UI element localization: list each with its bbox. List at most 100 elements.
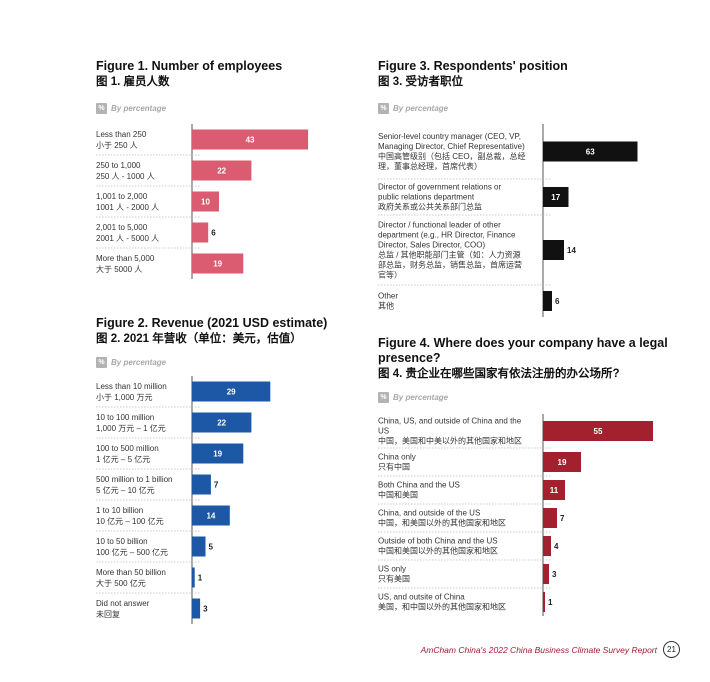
fig2-category-label-0-0: Less than 10 million — [96, 382, 167, 391]
fig2-category-label-0-1: 小于 1,000 万元 — [96, 393, 152, 402]
figure-4-svg: China, US, and outside of China and theU… — [378, 414, 653, 616]
figure-2: Figure 2. Revenue (2021 USD estimate) 图 … — [96, 316, 327, 347]
fig1-category-label-3-0: 2,001 to 5,000 — [96, 223, 148, 232]
fig2-value-label-1: 22 — [217, 419, 226, 428]
fig1-bar-1 — [192, 160, 252, 181]
fig2-category-label-4-0: 1 to 10 billion — [96, 506, 143, 515]
fig4-category-label-2-1: 中国和美国 — [378, 490, 418, 500]
fig2-category-label-3-1: 5 亿元 – 10 亿元 — [96, 485, 155, 495]
fig2-bar-6 — [192, 567, 195, 588]
fig4-category-label-6-0: US, and outsite of China — [378, 593, 465, 602]
fig3-category-label-2-3: 总监 / 其他职能部门主管（如：人力资源 — [378, 250, 521, 260]
fig4-category-label-3-1: 中国，和美国以外的其他国家和地区 — [378, 518, 506, 528]
unit-label: By percentage — [111, 358, 167, 367]
fig4-category-label-0-1: US — [378, 427, 389, 436]
figure-1-subtitle: 图 1. 雇员人数 — [96, 76, 170, 88]
fig2-bar-2 — [192, 443, 244, 464]
fig4-value-label-5: 3 — [552, 570, 557, 579]
fig1-category-label-2-1: 1001 人 - 2000 人 — [96, 203, 159, 212]
fig3-value-label-3: 6 — [555, 297, 560, 306]
fig2-value-label-0: 29 — [227, 388, 236, 397]
fig4-value-label-3: 7 — [560, 514, 565, 523]
figure-2-title: Figure 2. Revenue (2021 USD estimate) — [96, 316, 328, 330]
fig2-value-label-3: 7 — [214, 481, 219, 490]
unit-label: By percentage — [393, 393, 449, 402]
fig3-category-label-1-1: public relations department — [378, 193, 475, 202]
fig4-category-label-5-1: 只有美国 — [378, 574, 410, 584]
fig3-bar-2 — [543, 240, 564, 260]
fig1-category-label-1-1: 250 人 - 1000 人 — [96, 172, 155, 181]
fig4-bar-4 — [543, 536, 551, 556]
fig3-category-label-2-5: 官等） — [378, 270, 402, 280]
figure-3-chart: Senior-level country manager (CEO, VP, Ma… — [378, 124, 678, 319]
fig3-category-label-2-2: Director, Sales Director, COO) — [378, 241, 485, 250]
fig4-value-label-0: 55 — [594, 427, 603, 436]
fig4-bar-1 — [543, 452, 581, 472]
fig1-bar-2 — [192, 191, 219, 212]
percent-icon: % — [96, 103, 107, 114]
fig1-category-label-0-0: Less than 250 — [96, 130, 147, 139]
figure-3-unit: % By percentage — [378, 103, 448, 114]
fig2-bar-0 — [192, 381, 271, 402]
figure-1: Figure 1. Number of employees 图 1. 雇员人数 — [96, 59, 282, 90]
fig2-category-label-6-0: More than 50 billion — [96, 568, 166, 577]
percent-icon: % — [96, 357, 107, 368]
percent-icon: % — [378, 103, 389, 114]
figure-2-subtitle: 图 2. 2021 年营收（单位：美元，估值） — [96, 333, 302, 345]
fig2-bar-5 — [192, 536, 206, 557]
fig3-category-label-1-2: 政府关系或公共关系部门总监 — [378, 202, 482, 212]
fig2-value-label-2: 19 — [213, 450, 222, 459]
figure-3: Figure 3. Respondents' position 图 3. 受访者… — [378, 59, 568, 90]
fig3-category-label-0-1: Managing Director, Chief Representative) — [378, 142, 525, 151]
fig3-value-label-0: 63 — [586, 148, 595, 157]
fig1-value-label-2: 10 — [201, 198, 210, 207]
figure-4: Figure 4. Where does your company have a… — [378, 336, 668, 382]
fig4-category-label-1-1: 只有中国 — [378, 462, 410, 472]
fig4-bar-2 — [543, 480, 565, 500]
fig2-bar-1 — [192, 412, 252, 433]
fig4-bar-5 — [543, 564, 549, 584]
fig4-bar-0 — [543, 421, 653, 441]
fig2-value-label-5: 5 — [209, 543, 214, 552]
fig2-category-label-5-1: 100 亿元 – 500 亿元 — [96, 547, 168, 557]
fig3-category-label-2-4: 部总监，财务总监，销售总监，首席运营 — [378, 260, 522, 270]
figure-3-svg: Senior-level country manager (CEO, VP,Ma… — [378, 124, 638, 317]
fig3-bar-1 — [543, 187, 569, 207]
figure-2-svg: Less than 10 million 小于 1,000 万元 29 10 to 1… — [96, 376, 271, 624]
fig1-category-label-2-0: 1,001 to 2,000 — [96, 192, 148, 201]
unit-label: By percentage — [111, 104, 167, 113]
fig2-category-label-4-1: 10 亿元 – 100 亿元 — [96, 516, 164, 526]
fig4-category-label-1-0: China only — [378, 453, 416, 462]
fig1-category-label-0-1: 小于 250 人 — [96, 141, 138, 150]
fig2-category-label-7-1: 未回复 — [96, 609, 120, 619]
figure-3-subtitle: 图 3. 受访者职位 — [378, 76, 463, 88]
fig4-value-label-2: 11 — [550, 486, 559, 495]
figure-4-title-line-1: Figure 4. Where does your company have a… — [378, 336, 668, 350]
fig4-value-label-6: 1 — [548, 598, 553, 607]
fig2-category-label-1-1: 1,000 万元 – 1 亿元 — [96, 423, 166, 433]
figure-2-unit: % By percentage — [96, 357, 166, 368]
fig2-value-label-4: 14 — [206, 512, 215, 521]
figure-1-unit: % By percentage — [96, 103, 166, 114]
fig4-category-label-2-0: Both China and the US — [378, 481, 460, 490]
fig1-category-label-1-0: 250 to 1,000 — [96, 161, 141, 170]
fig1-value-label-0: 43 — [246, 136, 255, 145]
fig1-value-label-3: 6 — [211, 229, 216, 238]
fig3-value-label-2: 14 — [567, 246, 576, 255]
fig3-category-label-3-1: 其他 — [378, 301, 394, 311]
fig1-value-label-4: 19 — [213, 260, 222, 269]
fig2-bar-3 — [192, 474, 211, 495]
fig2-value-label-7: 3 — [203, 605, 208, 614]
fig1-category-label-3-1: 2001 人 - 5000 人 — [96, 234, 159, 243]
fig2-category-label-6-1: 大于 500 亿元 — [96, 578, 146, 588]
fig4-bar-6 — [543, 592, 545, 612]
fig4-value-label-4: 4 — [554, 542, 559, 551]
fig4-bar-3 — [543, 508, 557, 528]
fig3-category-label-0-0: Senior-level country manager (CEO, VP, — [378, 132, 521, 141]
fig2-category-label-7-0: Did not answer — [96, 599, 150, 608]
figure-2-chart: Less than 10 million 小于 1,000 万元 29 10 to 1… — [96, 376, 336, 626]
figure-4-title-line-2: presence? — [378, 351, 441, 365]
figure-1-title: Figure 1. Number of employees — [96, 59, 283, 73]
fig2-category-label-5-0: 10 to 50 billion — [96, 537, 148, 546]
fig3-category-label-1-0: Director of government relations or — [378, 183, 502, 192]
